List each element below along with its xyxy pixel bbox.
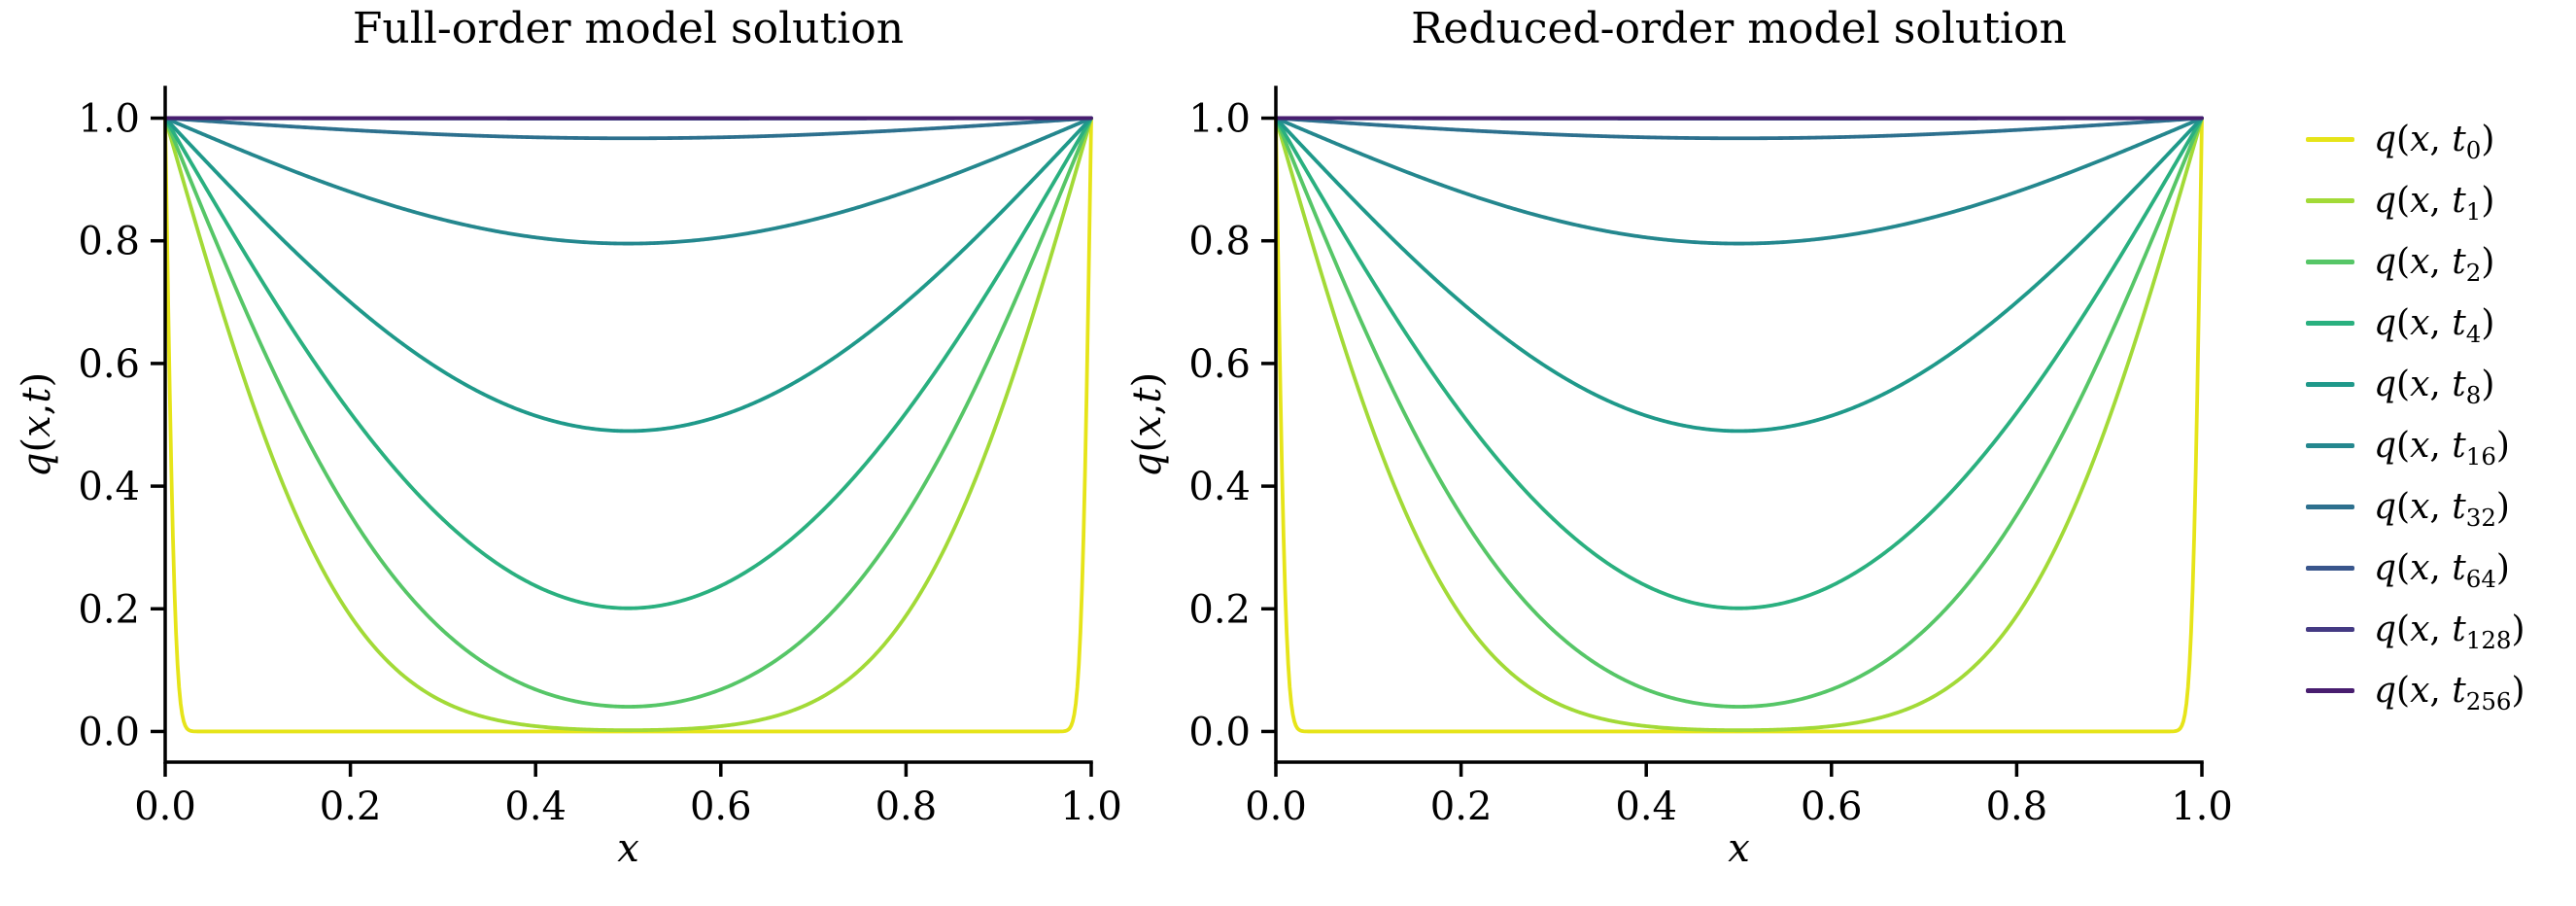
series-line-t4 <box>1274 116 2204 610</box>
legend-item-t16: q(x, t16) <box>2306 415 2568 476</box>
x-tick-label: 1.0 <box>1060 784 1122 829</box>
legend-item-t4: q(x, t4) <box>2306 293 2568 354</box>
series-line-t1 <box>163 116 1093 733</box>
y-tick-label: 1.0 <box>78 97 140 142</box>
series-line-t0 <box>163 116 1093 734</box>
legend-item-t32: q(x, t32) <box>2306 476 2568 538</box>
legend: q(x, t0) q(x, t1) q(x, t2) q(x, t4) q(x, t8)… <box>2306 109 2568 721</box>
legend-line-icon <box>2306 321 2354 326</box>
series-line-t32 <box>1274 116 2204 141</box>
x-axis-label: x <box>1728 826 1750 871</box>
legend-line-icon <box>2306 566 2354 571</box>
y-tick-label: 0.2 <box>1188 587 1251 632</box>
legend-line-icon <box>2306 688 2354 693</box>
legend-item-t0: q(x, t0) <box>2306 109 2568 170</box>
axis-spine <box>163 86 1093 764</box>
y-tick-label: 0.4 <box>78 465 140 509</box>
x-tick-label: 1.0 <box>2171 784 2233 829</box>
legend-line-icon <box>2306 198 2354 203</box>
legend-label: q(x, t128) <box>2374 609 2525 654</box>
legend-item-t256: q(x, t256) <box>2306 660 2568 721</box>
legend-item-t64: q(x, t64) <box>2306 538 2568 599</box>
axes-full-order: 0.0 0.2 0.4 0.6 0.8 1.0 0.0 0.2 0.4 0.6 0.8 1.0 <box>78 86 1122 829</box>
legend-line-icon <box>2306 137 2354 142</box>
y-tick-label: 0.4 <box>1188 465 1251 509</box>
legend-item-t1: q(x, t1) <box>2306 170 2568 231</box>
series-line-t32 <box>163 116 1093 141</box>
y-tick-label: 1.0 <box>1188 97 1251 142</box>
y-tick-label: 0.6 <box>78 342 140 387</box>
series-line-t2 <box>163 116 1093 709</box>
y-tick-label: 0.8 <box>1188 220 1251 264</box>
legend-label: q(x, t256) <box>2374 670 2525 715</box>
x-tick-label: 0.0 <box>1245 784 1307 829</box>
y-tick-label: 0.0 <box>1188 710 1251 754</box>
legend-label: q(x, t16) <box>2374 425 2510 470</box>
x-tick-label: 0.4 <box>504 784 567 829</box>
x-tick-label: 0.4 <box>1615 784 1677 829</box>
y-tick-label: 0.2 <box>78 587 140 632</box>
y-axis-label: q(x, t) <box>15 371 59 478</box>
x-tick-label: 0.2 <box>1430 784 1493 829</box>
series-line-t2 <box>1274 116 2204 709</box>
series-line-t8 <box>163 116 1093 434</box>
x-tick-label: 0.8 <box>1986 784 2048 829</box>
legend-line-icon <box>2306 505 2354 509</box>
y-axis-label: q(x, t) <box>1125 371 1170 478</box>
legend-label: q(x, t2) <box>2374 241 2495 287</box>
series-line-t16 <box>1274 116 2204 246</box>
axes-reduced-order: 0.0 0.2 0.4 0.6 0.8 1.0 0.0 0.2 0.4 0.6 0.8 1.0 <box>1188 86 2233 829</box>
series-line-t1 <box>1274 116 2204 733</box>
series-line-t16 <box>163 116 1093 246</box>
series-line-t8 <box>1274 116 2204 434</box>
x-tick-label: 0.0 <box>134 784 196 829</box>
series-line-t0 <box>1274 116 2204 734</box>
y-tick-label: 0.0 <box>78 710 140 754</box>
y-tick-label: 0.6 <box>1188 342 1251 387</box>
x-tick-label: 0.6 <box>1801 784 1863 829</box>
legend-line-icon <box>2306 382 2354 387</box>
legend-item-t128: q(x, t128) <box>2306 599 2568 660</box>
axis-spine <box>1274 86 2204 764</box>
series-line-t4 <box>163 116 1093 610</box>
legend-line-icon <box>2306 260 2354 264</box>
plot-title-reduced-order: Reduced-order model solution <box>1411 4 2067 53</box>
legend-label: q(x, t4) <box>2374 302 2495 348</box>
x-tick-label: 0.2 <box>320 784 382 829</box>
legend-label: q(x, t32) <box>2374 486 2510 532</box>
legend-label: q(x, t8) <box>2374 364 2495 409</box>
subplot-full-order: Full-order model solution q(x, t) 0.0 0.2… <box>15 5 1122 871</box>
plot-title-full-order: Full-order model solution <box>352 4 905 53</box>
legend-label: q(x, t1) <box>2374 180 2495 226</box>
legend-item-t8: q(x, t8) <box>2306 354 2568 415</box>
x-axis-label: x <box>617 826 639 871</box>
y-tick-label: 0.8 <box>78 220 140 264</box>
x-tick-label: 0.6 <box>690 784 752 829</box>
legend-line-icon <box>2306 443 2354 448</box>
x-tick-label: 0.8 <box>876 784 938 829</box>
subplot-reduced-order: Reduced-order model solution q(x, t) 0.0… <box>1125 5 2233 871</box>
legend-item-t2: q(x, t2) <box>2306 231 2568 293</box>
legend-line-icon <box>2306 627 2354 632</box>
legend-label: q(x, t0) <box>2374 119 2495 164</box>
legend-label: q(x, t64) <box>2374 547 2510 593</box>
